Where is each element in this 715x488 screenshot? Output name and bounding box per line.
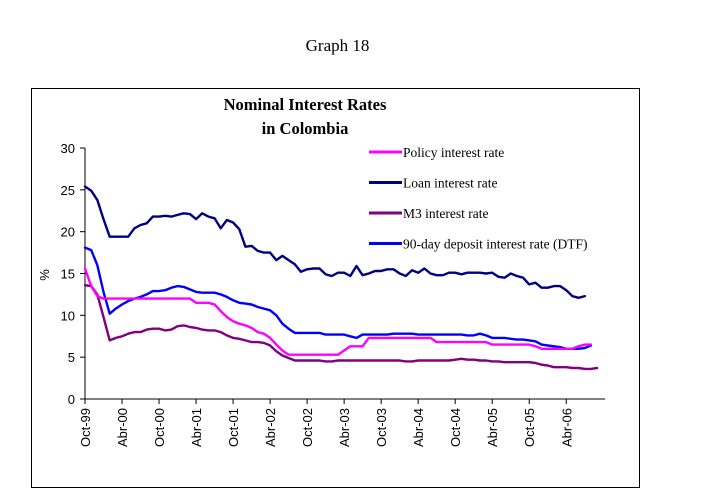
y-tick-label: 25 [61,183,75,198]
x-tick-label: Oct-00 [152,408,167,447]
x-tick-label: Oct-03 [374,408,389,447]
y-axis: 0 5 10 15 20 25 30 [61,141,86,407]
x-axis: Oct-99 Abr-00 Oct-00 Abr-01 Oct-01 Abr-02 Oct-… [78,398,606,447]
graph-label: Graph 18 [305,36,370,55]
legend-label-90-day-deposit-interest-rate-dtf: 90-day deposit interest rate (DTF) [403,237,587,252]
legend: Policy interest rate Loan interest rate M3… [369,145,587,252]
legend-label-policy-interest-rate: Policy interest rate [403,145,504,160]
y-tick-label: 0 [68,392,75,407]
legend-label-loan-interest-rate: Loan interest rate [403,176,497,191]
series-line-90-day-deposit-interest-rate-dtf [83,246,593,350]
x-tick-label: Abr-01 [189,408,204,447]
series-line-m3-interest-rate [83,284,599,371]
x-tick-label: Abr-06 [559,408,574,447]
x-tick-label: Oct-05 [522,408,537,447]
x-tick-label: Abr-03 [337,408,352,447]
y-tick-label: 15 [61,267,75,282]
x-tick-label: Abr-00 [115,408,130,447]
series-line-loan-interest-rate [83,185,586,299]
x-tick-label: Abr-05 [485,408,500,447]
chart-title-line-1: Nominal Interest Rates [224,95,387,114]
y-tick-label: 30 [61,141,75,156]
x-tick-label: Abr-02 [263,408,278,447]
x-tick-label: Abr-04 [411,408,426,447]
x-tick-label: Oct-02 [300,408,315,447]
chart: Nominal Interest Rates in Colombia 0 5 10 1… [37,95,606,447]
legend-label-m3-interest-rate: M3 interest rate [403,206,488,221]
y-tick-label: 5 [68,350,75,365]
x-tick-label: Oct-99 [78,408,93,447]
y-tick-label: 10 [61,308,75,323]
y-axis-label: % [37,269,52,281]
y-tick-label: 20 [61,225,75,240]
chart-title-line-2: in Colombia [262,119,349,138]
x-tick-label: Oct-01 [226,408,241,447]
series-line-policy-interest-rate [83,267,593,356]
series-layer [83,185,599,371]
x-tick-label: Oct-04 [448,408,463,447]
